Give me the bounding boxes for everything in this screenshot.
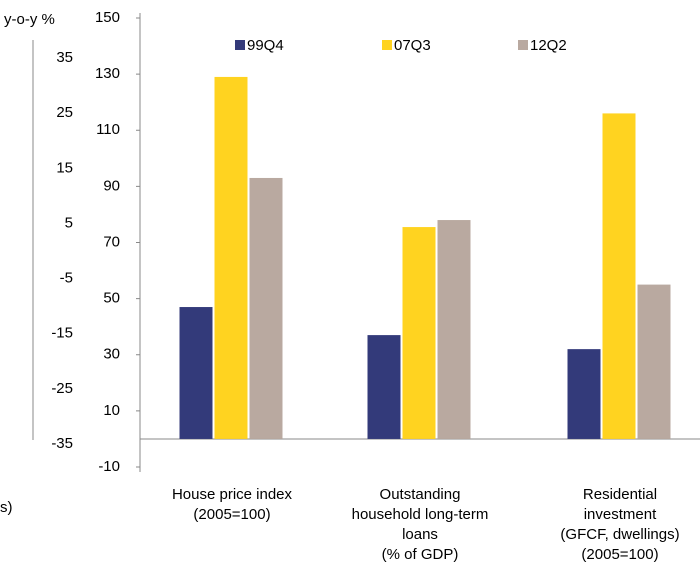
left-y-tick-label: -5 (60, 270, 73, 287)
x-tick-label: Outstanding (380, 486, 461, 503)
y-tick-label: -10 (98, 458, 120, 475)
y-tick-label: 70 (103, 233, 120, 250)
bar (367, 335, 401, 439)
y-tick-label: 150 (95, 9, 120, 26)
y-tick-label: 10 (103, 402, 120, 419)
left-y-tick-label: 25 (56, 104, 73, 121)
left-y-tick-label: -25 (51, 380, 73, 397)
legend-swatch (235, 40, 245, 50)
x-tick-label: Residential (583, 486, 657, 503)
bar (567, 349, 601, 439)
left-y-tick-label: -15 (51, 325, 73, 342)
annotation: s) (0, 499, 13, 516)
bar (214, 76, 248, 439)
x-tick-label: (2005=100) (193, 506, 270, 523)
y-tick-label: 90 (103, 177, 120, 194)
y-tick-label: 50 (103, 290, 120, 307)
x-tick-label: investment (584, 506, 657, 523)
legend-label: 07Q3 (394, 37, 431, 54)
x-tick-label: (% of GDP) (382, 546, 459, 563)
bar (437, 220, 471, 439)
bar (179, 307, 213, 439)
x-tick-label: (GFCF, dwellings) (560, 526, 679, 543)
y-tick-label: 110 (96, 121, 120, 138)
x-tick-label: (2005=100) (581, 546, 658, 563)
left-y-tick-label: 35 (56, 49, 73, 66)
bar (402, 227, 436, 439)
legend-swatch (518, 40, 528, 50)
left-axis-label: y-o-y % (4, 11, 55, 28)
legend-label: 12Q2 (530, 37, 567, 54)
left-y-tick-label: 5 (65, 214, 73, 231)
bar (637, 284, 671, 439)
left-y-tick-label: 15 (56, 159, 73, 176)
x-tick-label: House price index (172, 486, 293, 503)
y-tick-label: 30 (103, 346, 120, 363)
legend-swatch (382, 40, 392, 50)
y-tick-label: 130 (95, 65, 120, 82)
x-tick-label: loans (402, 526, 438, 543)
bar (249, 177, 283, 439)
x-tick-label: household long-term (352, 506, 489, 523)
bar (602, 113, 636, 439)
left-y-tick-label: -35 (51, 435, 73, 452)
legend-label: 99Q4 (247, 37, 284, 54)
